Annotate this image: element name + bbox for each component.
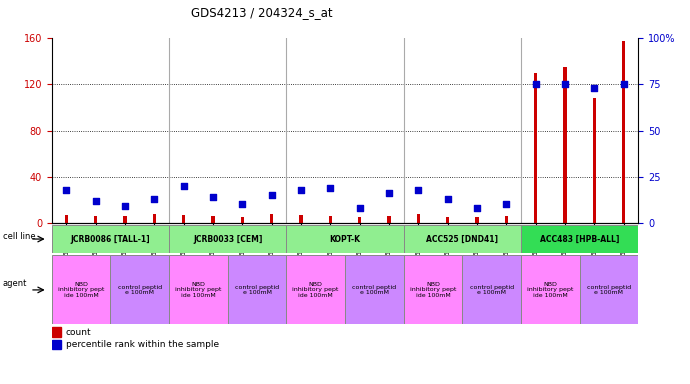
Bar — [65, 215, 68, 223]
Bar — [534, 73, 538, 223]
Text: JCRB0033 [CEM]: JCRB0033 [CEM] — [193, 235, 262, 243]
Text: control peptid
e 100mM: control peptid e 100mM — [353, 285, 396, 295]
Text: cell line: cell line — [3, 232, 35, 241]
Point — [295, 187, 306, 193]
Text: ACC525 [DND41]: ACC525 [DND41] — [426, 235, 498, 243]
Point — [530, 81, 541, 88]
Bar — [345, 255, 404, 324]
Point — [354, 205, 365, 211]
Text: control peptid
e 100mM: control peptid e 100mM — [235, 285, 279, 295]
Text: NBD
inhibitory pept
ide 100mM: NBD inhibitory pept ide 100mM — [293, 281, 339, 298]
Bar — [52, 255, 110, 324]
Point — [178, 183, 189, 189]
Point — [149, 196, 160, 202]
Bar — [387, 216, 391, 223]
Text: ACC483 [HPB-ALL]: ACC483 [HPB-ALL] — [540, 235, 620, 243]
Bar — [580, 255, 638, 324]
Bar — [563, 67, 566, 223]
Point — [560, 81, 571, 88]
Bar — [52, 327, 61, 336]
Bar — [124, 216, 127, 223]
Bar — [404, 225, 521, 253]
Text: count: count — [66, 328, 92, 336]
Point — [266, 192, 277, 198]
Bar — [152, 214, 156, 223]
Point — [237, 201, 248, 207]
Bar — [52, 225, 169, 253]
Bar — [241, 217, 244, 223]
Bar — [169, 225, 286, 253]
Point — [90, 197, 101, 204]
Text: KOPT-K: KOPT-K — [330, 235, 360, 243]
Text: NBD
inhibitory pept
ide 100mM: NBD inhibitory pept ide 100mM — [175, 281, 221, 298]
Text: control peptid
e 100mM: control peptid e 100mM — [470, 285, 513, 295]
Bar — [286, 255, 345, 324]
Text: NBD
inhibitory pept
ide 100mM: NBD inhibitory pept ide 100mM — [58, 281, 104, 298]
Bar — [182, 215, 186, 223]
Text: percentile rank within the sample: percentile rank within the sample — [66, 340, 219, 349]
Bar — [622, 41, 625, 223]
Text: agent: agent — [3, 278, 27, 288]
Text: control peptid
e 100mM: control peptid e 100mM — [118, 285, 161, 295]
Point — [471, 205, 482, 211]
Point — [61, 187, 72, 193]
Text: GDS4213 / 204324_s_at: GDS4213 / 204324_s_at — [191, 6, 333, 19]
Text: NBD
inhibitory pept
ide 100mM: NBD inhibitory pept ide 100mM — [410, 281, 456, 298]
Text: control peptid
e 100mM: control peptid e 100mM — [587, 285, 631, 295]
Bar — [270, 214, 273, 223]
Point — [384, 190, 395, 196]
Bar — [404, 255, 462, 324]
Point — [589, 85, 600, 91]
Bar — [593, 98, 596, 223]
Bar — [52, 340, 61, 349]
Bar — [110, 255, 169, 324]
Bar — [211, 216, 215, 223]
Point — [413, 187, 424, 193]
Point — [119, 203, 130, 209]
Bar — [169, 255, 228, 324]
Bar — [504, 216, 508, 223]
Bar — [358, 217, 362, 223]
Bar — [94, 216, 97, 223]
Point — [442, 196, 453, 202]
Bar — [462, 255, 521, 324]
Point — [208, 194, 219, 200]
Text: JCRB0086 [TALL-1]: JCRB0086 [TALL-1] — [70, 235, 150, 243]
Bar — [521, 225, 638, 253]
Point — [325, 185, 336, 191]
Bar — [328, 216, 332, 223]
Text: NBD
inhibitory pept
ide 100mM: NBD inhibitory pept ide 100mM — [527, 281, 573, 298]
Bar — [228, 255, 286, 324]
Bar — [286, 225, 404, 253]
Bar — [446, 217, 449, 223]
Bar — [299, 215, 303, 223]
Point — [618, 81, 629, 88]
Point — [501, 201, 512, 207]
Bar — [521, 255, 580, 324]
Bar — [417, 214, 420, 223]
Bar — [475, 217, 479, 223]
